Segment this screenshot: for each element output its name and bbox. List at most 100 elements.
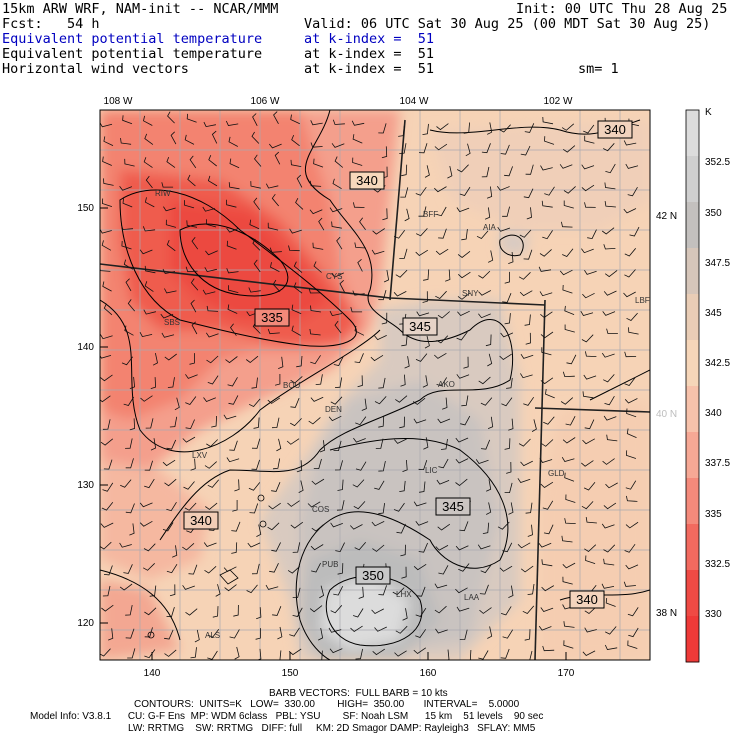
footer-physics-info: LW: RRTMG SW: RRTMG DIFF: full KM: 2D Sm… — [128, 723, 536, 734]
wind-barb — [183, 200, 195, 209]
wind-barb — [127, 299, 136, 312]
header-init-time: Init: 00 UTC Thu 28 Aug 25 — [516, 1, 728, 17]
wind-barb — [167, 111, 175, 124]
contour-label: 340 — [183, 511, 219, 530]
wind-barb — [185, 396, 197, 405]
wind-barb — [102, 156, 112, 166]
wind-barb — [399, 248, 408, 259]
lon-label: 108 W — [104, 96, 133, 107]
wind-barb — [223, 414, 237, 420]
wind-barb — [227, 377, 238, 387]
wind-barb — [540, 311, 553, 319]
wind-barb — [604, 270, 618, 278]
wind-barb — [502, 629, 514, 639]
wind-barb — [372, 228, 385, 235]
wind-barb — [458, 271, 471, 279]
wind-barb — [440, 438, 448, 450]
wind-barb — [623, 208, 637, 214]
wind-barb — [519, 229, 532, 238]
wind-barb — [540, 331, 554, 339]
wind-barb — [625, 480, 637, 490]
wind-barb — [139, 502, 153, 508]
wind-barb — [584, 544, 597, 553]
station-label: LIC — [425, 466, 438, 475]
wind-barb — [229, 323, 237, 336]
wind-barb — [442, 397, 448, 410]
wind-barb — [185, 374, 198, 379]
colorbar-label: 335 — [705, 509, 722, 520]
wind-barb — [252, 113, 258, 126]
wind-barb — [246, 584, 258, 594]
wind-barb — [310, 120, 323, 126]
wind-barb — [355, 461, 367, 471]
wind-barb — [404, 208, 410, 222]
wind-barb — [371, 249, 385, 255]
wind-barb — [150, 377, 157, 389]
wind-barb — [185, 419, 195, 430]
wind-barb — [292, 542, 301, 553]
colorbar-frame — [685, 109, 700, 663]
wind-barb — [120, 224, 134, 230]
wind-barb — [184, 134, 195, 145]
wind-barb — [604, 395, 615, 406]
colorbar-swatch — [686, 202, 699, 249]
wind-barb — [565, 494, 576, 503]
contour-label: 345 — [435, 497, 471, 516]
wind-barb — [400, 544, 406, 557]
wind-barb — [508, 251, 514, 264]
wind-barb — [145, 175, 153, 189]
wind-barb — [582, 650, 596, 656]
wind-barb — [129, 523, 135, 536]
wind-barb — [583, 482, 596, 491]
wind-barb — [625, 163, 639, 169]
wind-barb — [166, 439, 177, 450]
wind-barb — [434, 583, 448, 589]
wind-barb — [519, 290, 533, 297]
wind-barb — [165, 219, 177, 228]
wind-barb — [585, 351, 597, 357]
wind-barb — [226, 227, 240, 233]
wind-barb — [372, 544, 385, 552]
wind-barb — [544, 186, 555, 196]
wind-barb — [269, 247, 282, 253]
wind-barb — [190, 278, 199, 291]
wind-barb — [561, 535, 573, 543]
wind-barb — [353, 202, 365, 208]
wind-barb — [100, 395, 111, 403]
wind-barb — [517, 542, 531, 549]
wind-barb — [543, 416, 555, 425]
wind-barb — [143, 543, 156, 552]
wind-barb — [252, 238, 261, 251]
wind-barb — [139, 520, 153, 527]
wind-barb — [539, 291, 553, 297]
wind-barb — [143, 157, 153, 168]
wind-barb — [144, 265, 156, 274]
x-tick-label: 150 — [282, 668, 299, 679]
wind-barb — [185, 266, 198, 273]
wind-barb — [234, 479, 240, 492]
wind-barb — [562, 284, 573, 294]
wind-barb — [124, 158, 135, 167]
wind-barb — [401, 566, 407, 579]
wind-barb — [227, 304, 238, 314]
wind-barb — [604, 201, 616, 208]
wind-barb — [250, 181, 261, 189]
wind-barb — [371, 608, 384, 614]
wind-barb — [293, 282, 303, 294]
wind-barb — [418, 459, 428, 471]
wind-barb — [626, 428, 637, 438]
wind-barb — [502, 293, 512, 303]
colorbar-label: 342.5 — [705, 358, 730, 369]
wind-barb — [190, 458, 196, 471]
wind-barb — [525, 502, 533, 514]
wind-barb — [525, 164, 534, 175]
header-field-contour-level: at k-index = 51 — [304, 46, 435, 62]
wind-barb — [401, 164, 408, 177]
wind-barb — [564, 472, 575, 482]
svg-text:350: 350 — [362, 568, 384, 583]
wind-barb — [581, 501, 594, 510]
wind-barb — [293, 261, 303, 273]
wind-barb — [166, 501, 177, 512]
wind-barb — [506, 377, 513, 389]
contour-label-group: 340 340 335 345 345 340 350 340 — [183, 120, 633, 609]
